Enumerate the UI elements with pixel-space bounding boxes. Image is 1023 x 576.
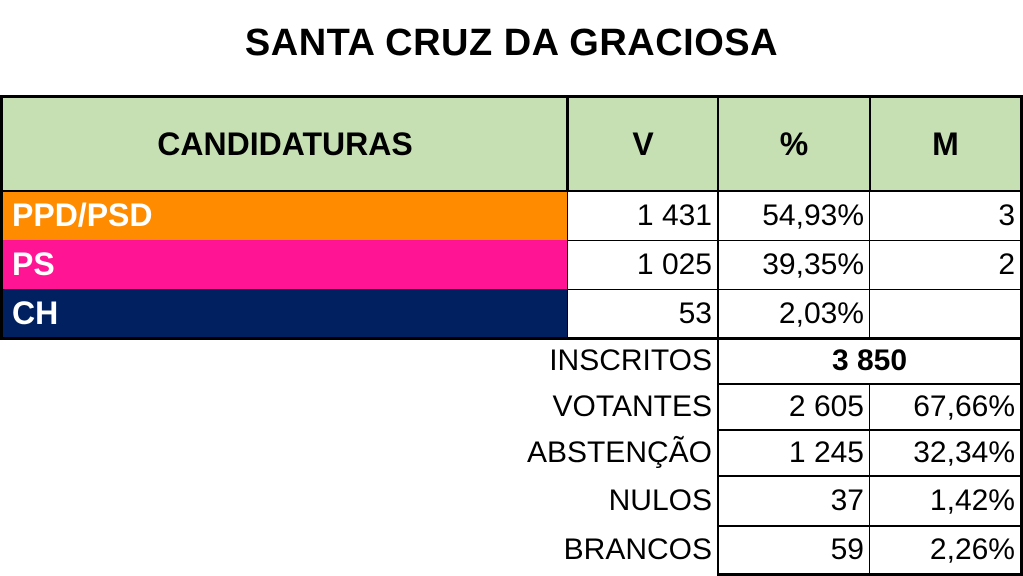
party-name-ps: PS	[2, 240, 568, 289]
body-separator-1	[567, 192, 568, 339]
percent-ppd-psd: 54,93%	[718, 191, 870, 240]
header-candidaturas: CANDIDATURAS	[2, 97, 568, 191]
summary-label-brancos: BRANCOS	[563, 533, 712, 566]
body-separator-4	[869, 384, 870, 576]
votes-ps: 1 025	[568, 240, 718, 289]
table-border-top	[0, 95, 1023, 98]
summary-percent-abstencao: 32,34%	[870, 430, 1021, 476]
table-border-left	[0, 95, 3, 340]
summary-percent-brancos: 2,26%	[870, 526, 1021, 574]
summary-value-nulos: 37	[718, 476, 870, 526]
summary-label-inscritos: INSCRITOS	[549, 344, 712, 377]
votes-ch: 53	[568, 289, 718, 338]
header-separator-2	[717, 95, 719, 192]
page-title: SANTA CRUZ DA GRACIOSA	[244, 22, 779, 64]
votes-ppd-psd: 1 431	[568, 191, 718, 240]
header-separator-1	[566, 95, 569, 192]
table-border-bottom	[0, 337, 1023, 340]
percent-ps: 39,35%	[718, 240, 870, 289]
row-separator-2	[567, 289, 1023, 290]
header-percent: %	[718, 97, 870, 191]
header-separator-3	[869, 95, 871, 192]
table-border-right	[1020, 95, 1023, 574]
mandates-ch	[870, 289, 1021, 338]
summary-separator-1	[717, 383, 1023, 385]
mandates-ps: 2	[870, 240, 1021, 289]
party-name-ppd-psd: PPD/PSD	[2, 191, 568, 240]
percent-ch: 2,03%	[718, 289, 870, 338]
header-mandates: M	[870, 97, 1021, 191]
row-separator-1	[567, 240, 1023, 241]
summary-border-bottom	[717, 573, 1023, 576]
body-separator-3	[869, 192, 870, 339]
summary-value-inscritos: 3 850	[831, 344, 908, 377]
summary-label-votantes: VOTANTES	[552, 390, 712, 423]
summary-percent-votantes: 67,66%	[870, 384, 1021, 430]
mandates-ppd-psd: 3	[870, 191, 1021, 240]
party-name-ch: CH	[2, 289, 568, 338]
summary-value-brancos: 59	[718, 526, 870, 574]
summary-percent-nulos: 1,42%	[870, 476, 1021, 526]
header-bottom-border	[0, 190, 1023, 192]
summary-separator-3	[717, 475, 1023, 477]
header-votes: V	[568, 97, 718, 191]
summary-value-abstencao: 1 245	[718, 430, 870, 476]
summary-separator-2	[717, 429, 1023, 431]
summary-value-votantes: 2 605	[718, 384, 870, 430]
summary-label-abstencao: ABSTENÇÃO	[526, 436, 712, 469]
summary-label-nulos: NULOS	[608, 484, 712, 517]
summary-separator-4	[717, 525, 1023, 527]
